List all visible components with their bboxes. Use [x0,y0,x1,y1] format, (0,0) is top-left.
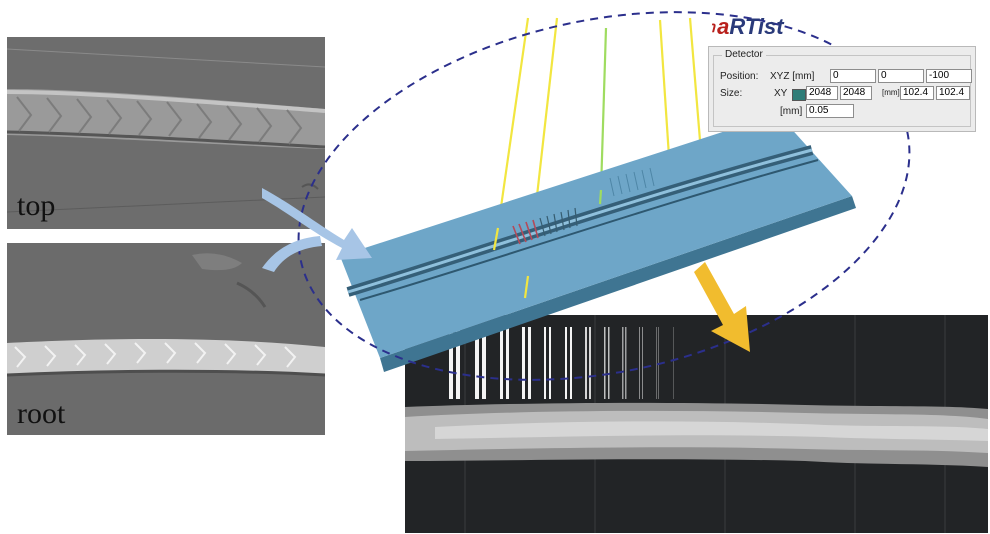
root-scan-graphic [7,243,325,435]
pixel-size-field[interactable] [806,104,854,118]
top-scan-image: top [7,37,325,229]
detector-group: Detector Position: XYZ [mm] Size: XY [mm… [713,49,972,127]
pixel-size-unit: [mm] [780,106,803,117]
radiograph-graphic [405,315,988,533]
position-unit: XYZ [mm] [770,71,815,82]
top-label: top [17,189,56,222]
detector-settings-box: Detector Position: XYZ [mm] Size: XY [mm… [708,46,976,132]
outflow-arrow [694,262,750,352]
weld-specimen-3d [340,114,856,372]
root-label: root [17,397,66,430]
size-x-mm-field[interactable] [900,86,934,100]
duplex-wire-iqi [449,327,674,399]
size-mm-unit: [mm] [882,88,900,97]
radiograph-image [405,315,988,533]
size-x-px-field[interactable] [806,86,838,100]
position-x-field[interactable] [830,69,876,83]
position-z-field[interactable] [926,69,972,83]
size-lock-toggle[interactable] [792,89,806,101]
xray-beam-rays-front [492,189,603,299]
size-label: Size: [720,88,743,99]
inflow-arrow [262,188,372,260]
size-unit: XY [774,88,788,99]
artist-logo: ℩aRTist [710,14,784,39]
position-label: Position: [720,71,759,82]
root-scan-image: root [7,243,325,435]
top-scan-graphic [7,37,325,229]
size-y-px-field[interactable] [840,86,872,100]
inflow-arrow-lower [262,236,322,272]
position-y-field[interactable] [878,69,924,83]
artist-detector-panel: ℩aRTist Detector Position: XYZ [mm] Size… [706,12,976,132]
size-y-mm-field[interactable] [936,86,970,100]
detector-group-title: Detector [722,49,766,60]
